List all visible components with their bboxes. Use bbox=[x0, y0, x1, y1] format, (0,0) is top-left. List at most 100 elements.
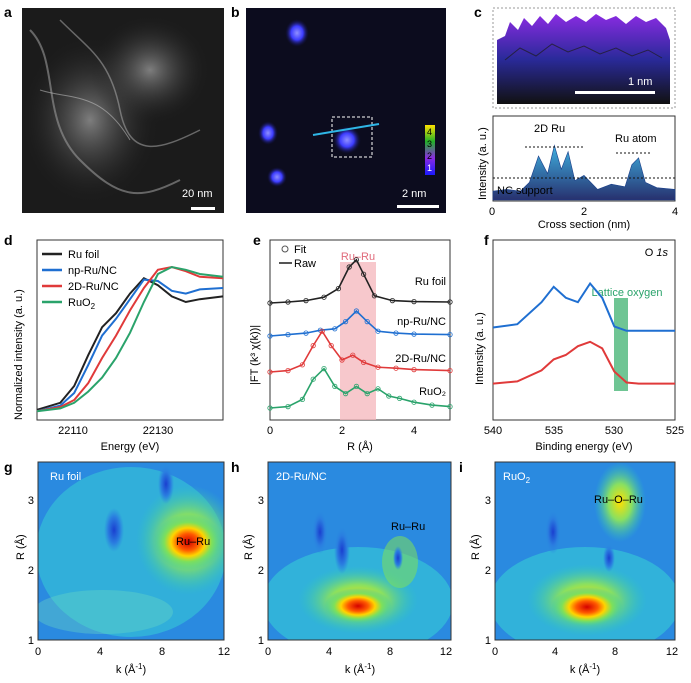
panel-b: b 4 3 2 1 2 nm bbox=[231, 4, 446, 213]
ft-fit-point bbox=[299, 362, 305, 368]
colorbar-tick: 1 bbox=[427, 163, 432, 173]
wt-cool-spot bbox=[104, 508, 124, 552]
wt-xlabel: k (Å-1) bbox=[570, 662, 600, 676]
label-2d-ru: 2D Ru bbox=[534, 123, 565, 135]
lattice-oxygen-label: Lattice oxygen bbox=[592, 287, 663, 299]
ft-fit-point bbox=[375, 328, 381, 334]
panel-d: d Ru foil np-Ru/NC 2D-Ru/NC RuO2 Normali… bbox=[4, 232, 224, 453]
ft-fit-point bbox=[353, 257, 359, 263]
h-title: 2D-Ru/NC bbox=[276, 471, 327, 483]
profile-area bbox=[492, 144, 676, 201]
ft-fit-point bbox=[267, 405, 273, 411]
d-xtick: 22130 bbox=[143, 425, 174, 437]
ft-fit-point bbox=[328, 342, 334, 349]
wt-axes: R (Å) 3 2 1 0 4 8 12 k (Å-1) R (Å) 3 2 1… bbox=[14, 495, 678, 676]
wt-ytick: 3 bbox=[28, 495, 34, 507]
surface-plot bbox=[497, 14, 670, 104]
wt-ylabel: R (Å) bbox=[469, 534, 482, 560]
e-xtick: 0 bbox=[267, 425, 273, 437]
ft-fit-point bbox=[267, 333, 273, 339]
c-xtick: 2 bbox=[581, 206, 587, 218]
wt-ytick: 2 bbox=[485, 565, 491, 577]
ft-fit-point bbox=[389, 297, 395, 304]
h-annotation: Ru–Ru bbox=[391, 521, 425, 533]
xanes-line-3 bbox=[36, 265, 224, 413]
selection-box bbox=[331, 116, 373, 158]
ft-fit-point bbox=[285, 299, 291, 305]
wt-xtick: 0 bbox=[265, 646, 271, 658]
flake-edge bbox=[59, 19, 201, 147]
label-nc-support: NC support bbox=[497, 185, 553, 197]
ft-fit-point bbox=[393, 330, 399, 336]
ft-fit-point bbox=[360, 359, 367, 365]
h-frame bbox=[267, 461, 452, 641]
wt-cool-spot bbox=[158, 464, 174, 504]
ft-fit-point bbox=[353, 308, 359, 314]
ft-fit-point bbox=[375, 386, 381, 392]
g-annotation: Ru–Ru bbox=[176, 536, 210, 548]
wt-xlabel: k (Å-1) bbox=[116, 662, 146, 676]
colorbar bbox=[425, 125, 435, 175]
ru-cluster bbox=[333, 126, 361, 154]
ft-raw-line bbox=[269, 309, 451, 337]
ft-fit-point bbox=[299, 396, 305, 402]
wt-xtick: 8 bbox=[612, 646, 618, 658]
wt-xtick: 0 bbox=[492, 646, 498, 658]
ft-fit-point bbox=[319, 328, 325, 334]
wt-cool-spot bbox=[393, 546, 403, 570]
ft-fit-point bbox=[386, 393, 392, 399]
wt-contour bbox=[594, 462, 646, 542]
scalebar-b bbox=[397, 205, 439, 208]
c-ylabel: Intensity (a. u.) bbox=[477, 127, 489, 200]
ft-fit-point bbox=[447, 299, 453, 305]
legend-entry: 2D-Ru/NC bbox=[68, 281, 119, 293]
d-legend: Ru foil np-Ru/NC 2D-Ru/NC RuO2 bbox=[42, 249, 119, 311]
wt-cool-spot bbox=[334, 526, 350, 574]
scalebar-c bbox=[575, 91, 655, 94]
c-xtick: 4 bbox=[672, 206, 678, 218]
f-xtick: 535 bbox=[545, 425, 563, 437]
wt-xtick: 12 bbox=[440, 646, 452, 658]
scalebar-b-label: 2 nm bbox=[402, 188, 426, 200]
panel-b-label: b bbox=[231, 4, 240, 20]
ft-fit-point bbox=[364, 390, 370, 397]
e-series-group bbox=[267, 257, 453, 411]
e-xlabel: R (Å) bbox=[347, 440, 373, 453]
ft-fit-point bbox=[303, 330, 309, 336]
scalebar-a bbox=[191, 207, 215, 210]
panel-a-label: a bbox=[4, 4, 12, 20]
ft-fit-point bbox=[393, 365, 399, 371]
e-xtick: 4 bbox=[411, 425, 417, 437]
f-xtick: 530 bbox=[605, 425, 623, 437]
wt-xtick: 4 bbox=[326, 646, 332, 658]
f-xtick: 525 bbox=[666, 425, 684, 437]
wt-hotspot bbox=[154, 514, 222, 570]
g-frame bbox=[37, 461, 225, 641]
ft-fit-point bbox=[364, 318, 370, 325]
ft-fit-point bbox=[447, 403, 453, 410]
panel-f-label: f bbox=[484, 232, 489, 248]
wt-xtick: 12 bbox=[218, 646, 230, 658]
colorbar-tick: 3 bbox=[427, 139, 432, 149]
panel-h-label: h bbox=[231, 459, 240, 475]
scalebar-a-label: 20 nm bbox=[182, 188, 213, 200]
f-xlabel: Binding energy (eV) bbox=[535, 441, 632, 453]
panel-c: c 1 nm 2D Ru Ru atom NC support Intensit… bbox=[474, 4, 678, 231]
e-series-label: RuO₂ bbox=[419, 386, 446, 398]
ft-fit-point bbox=[267, 369, 273, 375]
f-xtick: 540 bbox=[484, 425, 502, 437]
d-xtick: 22110 bbox=[58, 425, 88, 437]
ft-fit-point bbox=[411, 298, 417, 305]
ru-ru-highlight bbox=[340, 262, 376, 420]
lattice-oxygen-band bbox=[614, 298, 628, 391]
wt-ytick: 3 bbox=[485, 495, 491, 507]
e-series-label: 2D-Ru/NC bbox=[395, 353, 446, 365]
ft-fit-point bbox=[267, 300, 273, 306]
ft-fit-point bbox=[350, 352, 356, 358]
wt-cool-spot bbox=[312, 510, 328, 554]
line-profile bbox=[312, 123, 380, 136]
e-series-label: np-Ru/NC bbox=[397, 316, 446, 328]
ft-fit-point bbox=[321, 294, 327, 300]
wt-xtick: 4 bbox=[552, 646, 558, 658]
panel-c-label: c bbox=[474, 4, 482, 20]
